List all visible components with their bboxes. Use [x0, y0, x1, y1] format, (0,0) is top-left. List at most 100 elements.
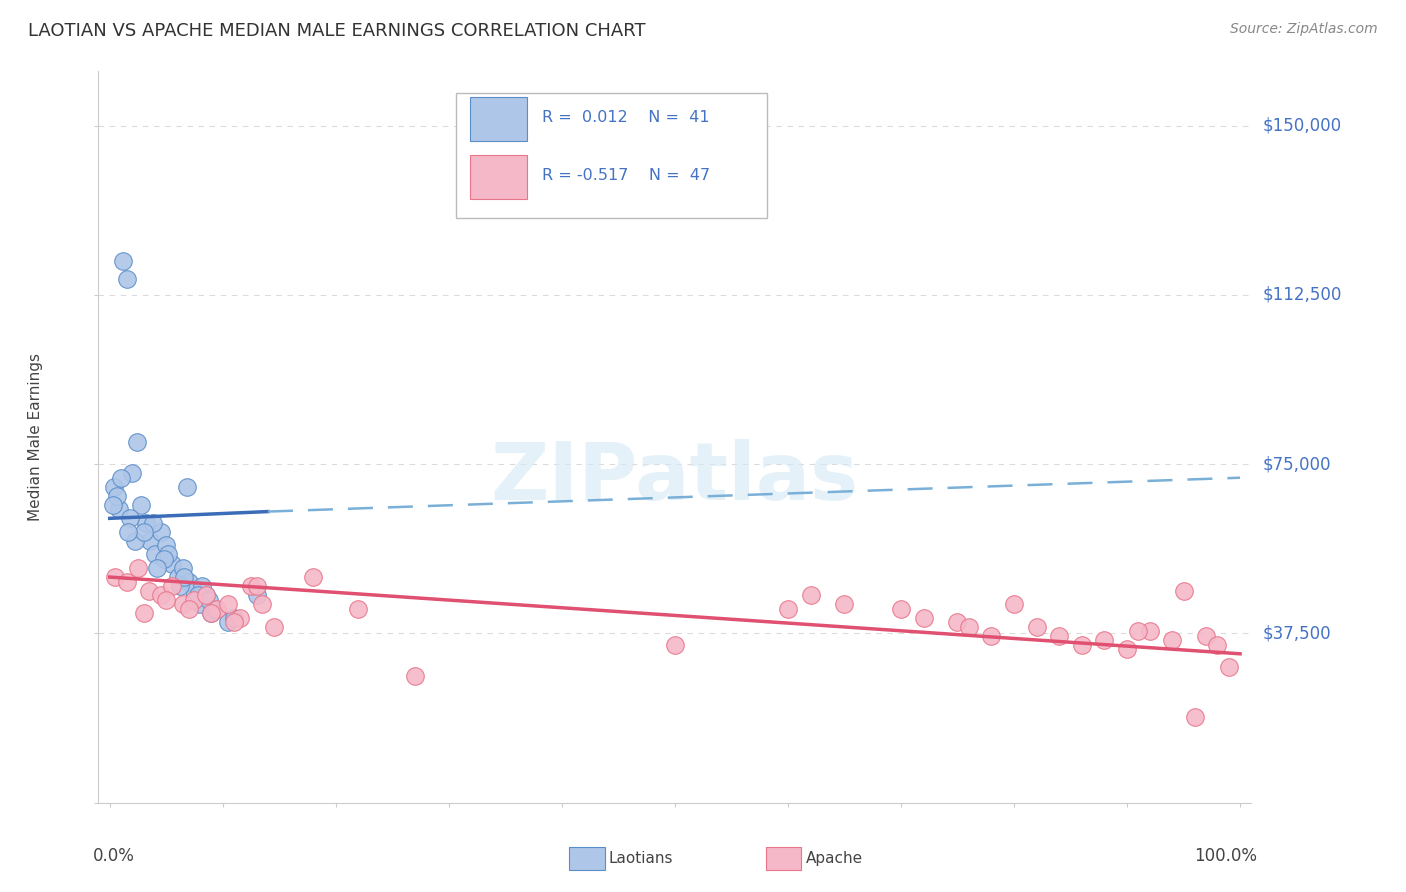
Text: ZIPatlas: ZIPatlas [491, 439, 859, 516]
Point [1002, 597, 1025, 611]
Point [228, 610, 250, 624]
Point [217, 597, 239, 611]
Text: LAOTIAN VS APACHE MEDIAN MALE EARNINGS CORRELATION CHART: LAOTIAN VS APACHE MEDIAN MALE EARNINGS C… [28, 22, 645, 40]
Point [177, 574, 200, 589]
Point [177, 601, 200, 615]
Point [169, 579, 191, 593]
Point [194, 588, 217, 602]
Text: R = -0.517    N =  47: R = -0.517 N = 47 [543, 169, 710, 184]
Point [143, 548, 166, 562]
Point [120, 511, 142, 525]
Point [222, 615, 245, 630]
Point [664, 638, 686, 652]
Point [183, 592, 205, 607]
Point [946, 615, 969, 630]
Text: $37,500: $37,500 [1263, 624, 1331, 642]
Point [149, 524, 172, 539]
Text: Laotians: Laotians [609, 852, 673, 866]
Point [160, 579, 183, 593]
Point [347, 601, 370, 615]
Point [834, 597, 856, 611]
Point [115, 574, 138, 589]
Point [200, 606, 222, 620]
Point [110, 471, 132, 485]
Point [200, 606, 222, 620]
Point [132, 606, 155, 620]
Point [404, 669, 426, 683]
Text: Source: ZipAtlas.com: Source: ZipAtlas.com [1230, 22, 1378, 37]
Point [1047, 629, 1070, 643]
Point [104, 570, 127, 584]
Text: $112,500: $112,500 [1263, 285, 1343, 304]
Point [1206, 638, 1229, 652]
Point [1025, 620, 1047, 634]
Point [1161, 633, 1184, 648]
Point [135, 516, 157, 530]
Point [153, 552, 176, 566]
Point [166, 570, 188, 584]
Text: Median Male Earnings: Median Male Earnings [28, 353, 42, 521]
Point [1184, 710, 1206, 724]
Point [1070, 638, 1092, 652]
Point [912, 610, 935, 624]
Point [125, 434, 148, 449]
Point [1116, 642, 1139, 657]
Point [155, 538, 177, 552]
Point [980, 629, 1002, 643]
Point [776, 601, 799, 615]
Point [112, 254, 135, 268]
Point [890, 601, 912, 615]
Point [198, 592, 221, 607]
Point [131, 498, 153, 512]
Point [142, 516, 165, 530]
Point [202, 601, 225, 615]
Point [132, 524, 155, 539]
Text: $75,000: $75,000 [1263, 455, 1331, 473]
Point [191, 579, 214, 593]
Point [183, 583, 205, 598]
Point [302, 570, 325, 584]
Point [1195, 629, 1218, 643]
Point [146, 561, 169, 575]
Point [246, 588, 269, 602]
Point [194, 588, 217, 602]
Point [117, 524, 139, 539]
Point [157, 548, 180, 562]
Point [115, 272, 138, 286]
Point [205, 601, 228, 615]
Bar [470, 97, 527, 141]
Point [101, 498, 124, 512]
Point [155, 592, 177, 607]
Point [1218, 660, 1240, 674]
Point [138, 583, 160, 598]
Point [121, 466, 143, 480]
Point [957, 620, 980, 634]
Text: R =  0.012    N =  41: R = 0.012 N = 41 [543, 110, 710, 125]
Point [172, 597, 194, 611]
Point [799, 588, 821, 602]
Point [172, 561, 194, 575]
Point [160, 557, 183, 571]
Point [188, 597, 211, 611]
FancyBboxPatch shape [456, 94, 768, 218]
Text: $150,000: $150,000 [1263, 117, 1341, 135]
Point [217, 615, 239, 630]
Point [176, 480, 198, 494]
Point [124, 533, 146, 548]
Point [127, 561, 149, 575]
Point [263, 620, 285, 634]
Point [246, 579, 269, 593]
Text: 100.0%: 100.0% [1194, 847, 1257, 864]
Point [240, 579, 263, 593]
Point [139, 533, 162, 548]
Point [105, 489, 128, 503]
Point [173, 570, 195, 584]
Point [1139, 624, 1161, 639]
Point [1092, 633, 1115, 648]
Point [187, 588, 209, 602]
Point [222, 610, 245, 624]
Text: Apache: Apache [806, 852, 863, 866]
Bar [470, 155, 527, 200]
Point [1128, 624, 1150, 639]
Point [103, 480, 125, 494]
